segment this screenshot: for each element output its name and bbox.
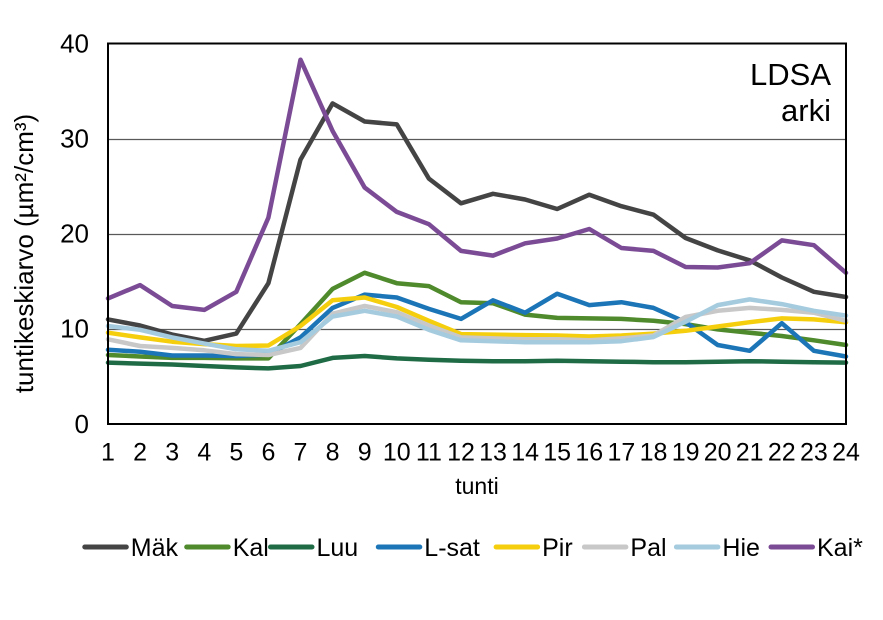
svg-text:16: 16 bbox=[575, 439, 603, 467]
svg-text:21: 21 bbox=[736, 439, 764, 467]
svg-text:15: 15 bbox=[543, 439, 571, 467]
svg-text:12: 12 bbox=[447, 439, 475, 467]
svg-text:30: 30 bbox=[60, 123, 89, 153]
svg-text:3: 3 bbox=[165, 439, 179, 467]
svg-text:20: 20 bbox=[60, 219, 89, 249]
svg-text:20: 20 bbox=[704, 439, 732, 467]
svg-text:10: 10 bbox=[383, 439, 411, 467]
svg-text:tuntikeskiarvo (µm²/cm³): tuntikeskiarvo (µm²/cm³) bbox=[9, 114, 39, 393]
svg-text:22: 22 bbox=[768, 439, 796, 467]
svg-text:40: 40 bbox=[60, 28, 89, 58]
svg-text:13: 13 bbox=[479, 439, 507, 467]
svg-text:Luu: Luu bbox=[317, 534, 359, 562]
svg-text:tunti: tunti bbox=[455, 473, 498, 499]
svg-text:11: 11 bbox=[416, 439, 442, 467]
svg-text:1: 1 bbox=[101, 439, 115, 467]
svg-text:7: 7 bbox=[294, 439, 308, 467]
svg-text:8: 8 bbox=[326, 439, 340, 467]
svg-text:Kai*: Kai* bbox=[817, 534, 863, 562]
svg-text:Pir: Pir bbox=[542, 534, 573, 562]
svg-text:9: 9 bbox=[358, 439, 372, 467]
svg-text:18: 18 bbox=[640, 439, 668, 467]
svg-text:5: 5 bbox=[229, 439, 243, 467]
svg-text:17: 17 bbox=[607, 439, 635, 467]
svg-text:arki: arki bbox=[781, 93, 831, 128]
svg-text:Kal: Kal bbox=[233, 534, 269, 562]
svg-text:L-sat: L-sat bbox=[424, 534, 480, 562]
svg-text:6: 6 bbox=[261, 439, 275, 467]
svg-text:Pal: Pal bbox=[630, 534, 666, 562]
svg-text:Mäk: Mäk bbox=[131, 534, 179, 562]
svg-text:23: 23 bbox=[800, 439, 828, 467]
svg-text:24: 24 bbox=[832, 439, 860, 467]
svg-text:2: 2 bbox=[133, 439, 147, 467]
svg-text:0: 0 bbox=[75, 409, 89, 439]
svg-text:10: 10 bbox=[60, 314, 89, 344]
svg-text:4: 4 bbox=[197, 439, 211, 467]
svg-text:14: 14 bbox=[511, 439, 539, 467]
svg-text:LDSA: LDSA bbox=[750, 57, 831, 92]
svg-text:19: 19 bbox=[672, 439, 700, 467]
svg-text:Hie: Hie bbox=[722, 534, 760, 562]
